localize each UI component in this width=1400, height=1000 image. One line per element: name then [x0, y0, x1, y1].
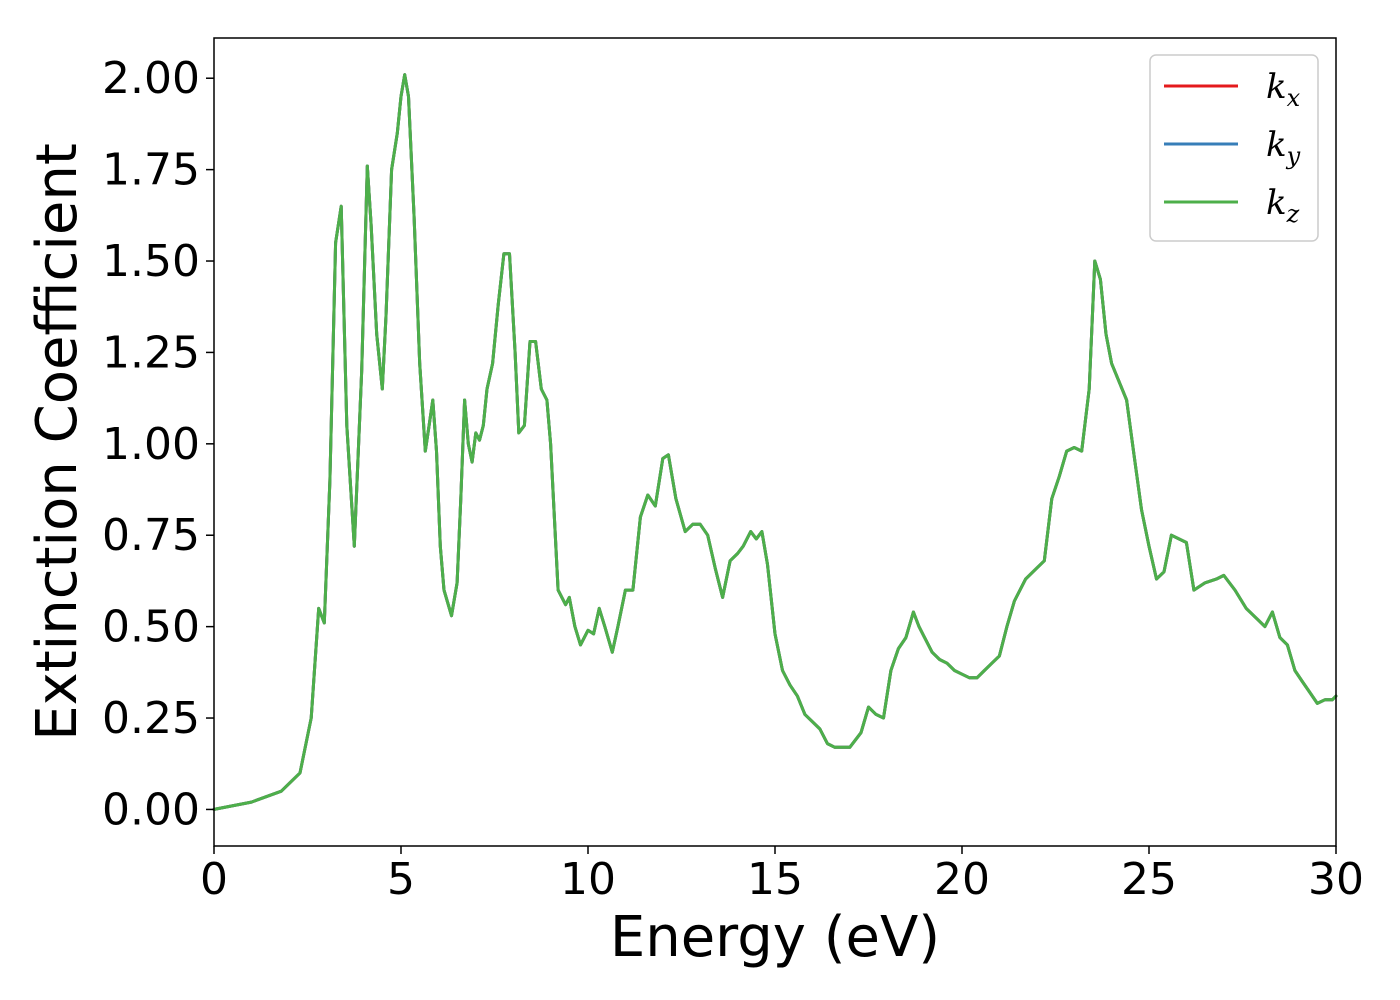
y-tick-label: 0.00: [102, 784, 200, 835]
y-tick-label: 1.50: [102, 236, 200, 287]
x-tick-label: 20: [934, 854, 990, 905]
x-tick-label: 5: [387, 854, 415, 905]
y-axis-ticks: 0.00 0.25 0.50 0.75 1.00 1.25 1.50 1.75 2.00: [102, 53, 214, 835]
x-tick-label: 30: [1308, 854, 1364, 905]
y-tick-label: 0.50: [102, 602, 200, 653]
y-tick-label: 2.00: [102, 53, 200, 104]
legend-label-subscript: y: [1286, 142, 1301, 170]
legend-label-base: k: [1266, 67, 1287, 107]
legend-box: [1149, 54, 1319, 242]
series-layer: [212, 73, 1338, 811]
legend-label-base: k: [1266, 125, 1287, 165]
y-tick-label: 0.75: [102, 510, 200, 561]
x-axis-ticks: 0 5 10 15 20 25 30: [200, 846, 1364, 905]
legend-label-subscript: x: [1287, 84, 1301, 112]
y-tick-label: 0.25: [102, 693, 200, 744]
x-axis-label: Energy (eV): [610, 905, 940, 970]
legend-label-base: k: [1266, 183, 1287, 223]
y-tick-label: 1.25: [102, 327, 200, 378]
x-tick-label: 0: [200, 854, 228, 905]
y-axis-label: Extinction Coefficient: [25, 143, 90, 741]
y-tick-label: 1.00: [102, 419, 200, 470]
plot-background: [214, 38, 1336, 846]
x-tick-label: 10: [560, 854, 616, 905]
series-line-k-z: [212, 73, 1338, 811]
y-tick-label: 1.75: [102, 145, 200, 196]
x-tick-label: 25: [1121, 854, 1177, 905]
legend-label-subscript: z: [1286, 200, 1300, 228]
x-tick-label: 15: [747, 854, 803, 905]
legend-label: kx: [1266, 67, 1301, 112]
legend-label: kz: [1266, 183, 1300, 228]
legend-label: ky: [1266, 125, 1301, 170]
